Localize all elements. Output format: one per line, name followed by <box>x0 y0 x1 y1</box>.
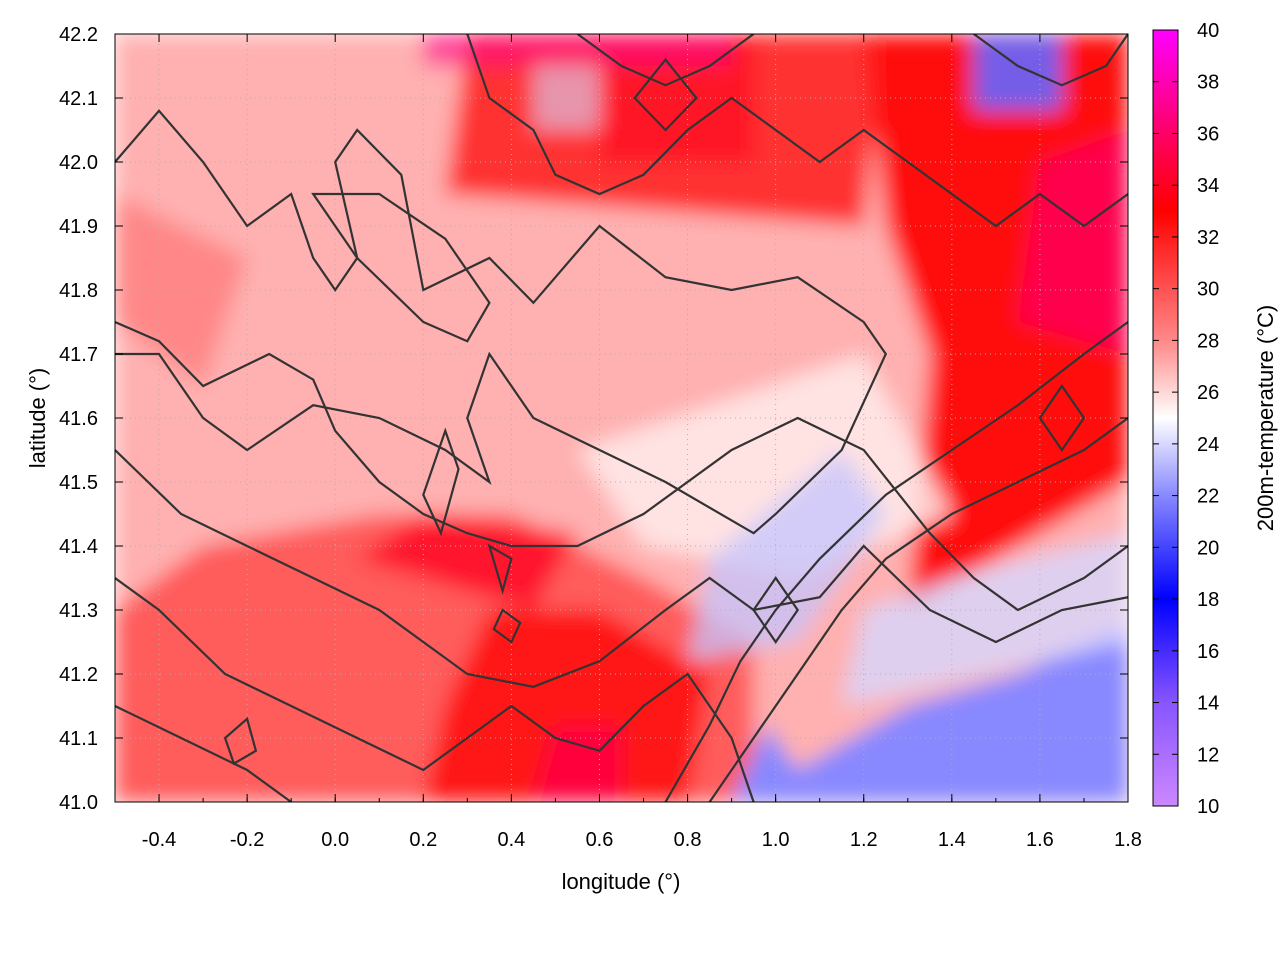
colorbar-tick-label: 18 <box>1197 589 1219 611</box>
x-tick-label: 0.2 <box>409 829 437 851</box>
elevation-contour <box>115 705 292 802</box>
colorbar-tick-label: 40 <box>1197 20 1219 42</box>
y-tick-label: 41.7 <box>59 344 98 366</box>
colorbar-tick-label: 26 <box>1197 382 1219 404</box>
y-tick-label: 41.0 <box>59 792 98 814</box>
colorbar-tick-label: 38 <box>1197 72 1219 94</box>
y-tick-label: 41.8 <box>59 280 98 302</box>
colorbar-tick-label: 30 <box>1197 279 1219 301</box>
elevation-contour <box>708 417 1128 802</box>
elevation-contour <box>466 34 1128 228</box>
x-tick-label: 1.4 <box>938 829 966 851</box>
elevation-contour <box>115 109 888 535</box>
x-tick-label: 0.0 <box>321 829 349 851</box>
elevation-contour <box>487 543 513 595</box>
y-tick-label: 41.6 <box>59 408 98 430</box>
colorbar: 10 12 14 16 18 20 22 24 26 28 30 32 34 36 38 40 200m-te… <box>1152 20 1278 818</box>
x-tick-label: 0.6 <box>586 829 614 851</box>
colorbar-tick-label: 22 <box>1197 486 1219 508</box>
temperature-region-west <box>115 194 248 386</box>
x-axis-title: longitude (°) <box>562 869 681 894</box>
colorbar-ticks: 10 12 14 16 18 20 22 24 26 28 30 32 34 36 38 40 <box>1153 20 1219 818</box>
y-tick-label: 41.9 <box>59 216 98 238</box>
elevation-contours <box>115 34 1128 802</box>
elevation-contour <box>115 449 1128 688</box>
temperature-region-hotspot <box>357 514 578 610</box>
elevation-contour <box>422 427 460 537</box>
colorbar-tick-label: 10 <box>1197 796 1219 818</box>
colorbar-tick-label: 20 <box>1197 537 1219 559</box>
temperature-region-northeast-cool <box>973 34 1062 111</box>
elevation-contour <box>633 57 698 132</box>
elevation-contour <box>223 716 258 766</box>
y-tick-label: 41.4 <box>59 536 98 558</box>
temperature-region-sea <box>731 622 1128 802</box>
temperature-region-southeast-cool <box>687 450 886 662</box>
x-tick-label: -0.4 <box>142 829 176 851</box>
temperature-region-north-cool <box>533 66 600 130</box>
colorbar-tick-label: 32 <box>1197 227 1219 249</box>
elevation-contour <box>752 576 800 644</box>
x-tick-label: 0.4 <box>497 829 525 851</box>
y-tick-label: 42.1 <box>59 88 98 110</box>
elevation-contour <box>1038 384 1086 452</box>
colorbar-title: 200m-temperature (°C) <box>1253 305 1278 531</box>
y-tick-label: 41.2 <box>59 664 98 686</box>
temperature-region-northeast-peak <box>1017 130 1128 354</box>
elevation-contour <box>115 320 1128 612</box>
colorbar-tick-label: 28 <box>1197 330 1219 352</box>
x-tick-label: 0.8 <box>674 829 702 851</box>
x-tick-label: 1.8 <box>1114 829 1142 851</box>
colorbar-tick-label: 14 <box>1197 693 1219 715</box>
x-axis: -0.4 -0.2 0.0 0.2 0.4 0.6 0.8 1.0 1.2 1.4 1.6 1.8 <box>114 34 1142 851</box>
y-tick-label: 42.2 <box>59 24 98 46</box>
plot-area: -0.4 -0.2 0.0 0.2 0.4 0.6 0.8 1.0 1.2 1.4 1.6 1.8 4… <box>59 24 1142 851</box>
colorbar-tick-label: 34 <box>1197 175 1219 197</box>
colorbar-tick-label: 16 <box>1197 641 1219 663</box>
colorbar-tick-label: 12 <box>1197 744 1219 766</box>
elevation-contour <box>664 321 1128 802</box>
y-tick-label: 41.3 <box>59 600 98 622</box>
y-tick-label: 41.1 <box>59 728 98 750</box>
y-axis: 41.0 41.1 41.2 41.3 41.4 41.5 41.6 41.7 41.8 41.9… <box>59 24 1128 814</box>
colorbar-gradient <box>1152 29 1179 807</box>
temperature-region-sea-edge <box>841 533 1128 706</box>
elevation-contour <box>492 608 522 644</box>
y-axis-title: latitude (°) <box>25 368 50 469</box>
temperature-region-coast-hot <box>423 610 710 802</box>
x-tick-label: -0.2 <box>230 829 264 851</box>
temperature-field <box>115 34 1128 802</box>
elevation-contour <box>115 577 755 802</box>
temperature-blobs <box>115 34 1128 802</box>
x-tick-label: 1.2 <box>850 829 878 851</box>
x-tick-label: 1.0 <box>762 829 790 851</box>
elevation-contour <box>576 34 755 87</box>
elevation-contour <box>311 192 491 343</box>
temperature-region-north-edge <box>423 34 732 66</box>
y-tick-label: 41.5 <box>59 472 98 494</box>
colorbar-tick-label: 24 <box>1197 434 1219 456</box>
y-tick-label: 42.0 <box>59 152 98 174</box>
x-tick-label: 1.6 <box>1026 829 1054 851</box>
colorbar-tick-label: 36 <box>1197 123 1219 145</box>
elevation-contour <box>973 34 1128 87</box>
